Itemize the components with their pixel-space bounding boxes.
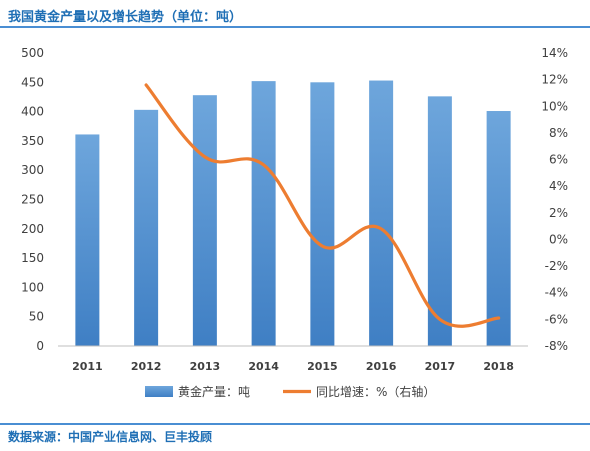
legend: 黄金产量：吨 同比增速：%（右轴） [145, 384, 435, 399]
right-tick-label: -6% [545, 312, 568, 326]
right-axis-ticks: -8% -6% -4% -2% 0% 2% 4% 6% 8% 10% 12% 14% [541, 46, 568, 353]
x-tick-label: 2017 [425, 360, 456, 373]
left-tick-label: 100 [21, 280, 44, 294]
bar-2011 [75, 134, 100, 346]
left-tick-label: 50 [29, 310, 44, 324]
x-tick-label: 2018 [483, 360, 514, 373]
title-rule [0, 26, 590, 28]
left-tick-label: 250 [21, 193, 44, 207]
right-tick-label: 4% [549, 179, 568, 193]
bar-2013 [192, 95, 217, 346]
left-tick-label: 150 [21, 251, 44, 265]
left-tick-label: 200 [21, 222, 44, 236]
right-tick-label: 6% [549, 153, 568, 167]
x-tick-label: 2014 [248, 360, 279, 373]
bar-2014 [251, 81, 276, 347]
source-rule [0, 423, 590, 425]
left-tick-label: 500 [21, 46, 44, 60]
left-tick-label: 450 [21, 75, 44, 89]
bar-2017 [427, 96, 452, 346]
left-tick-label: 300 [21, 163, 44, 177]
bar-2018 [486, 111, 511, 346]
right-tick-label: 8% [549, 126, 568, 140]
x-tick-label: 2012 [131, 360, 162, 373]
left-tick-label: 400 [21, 105, 44, 119]
x-tick-label: 2011 [72, 360, 103, 373]
x-tick-label: 2015 [307, 360, 338, 373]
x-axis-ticks: 2011 2012 2013 2014 2015 2016 2017 2018 [72, 360, 514, 373]
left-axis-ticks: 0 50 100 150 200 250 300 350 400 450 500 [21, 46, 44, 353]
legend-bar-label: 黄金产量：吨 [178, 384, 250, 399]
right-tick-label: 10% [541, 99, 568, 113]
bar-series [75, 80, 511, 347]
bar-2015 [310, 82, 335, 347]
right-tick-label: -8% [545, 339, 568, 353]
right-tick-label: -2% [545, 259, 568, 273]
chart-title: 我国黄金产量以及增长趋势（单位：吨） [8, 10, 243, 25]
right-tick-label: 12% [541, 73, 568, 87]
source-note: 数据来源：中国产业信息网、巨丰投顾 [8, 430, 213, 444]
right-tick-label: 0% [549, 232, 568, 246]
bar-2016 [369, 80, 394, 347]
legend-line-label: 同比增速：%（右轴） [316, 384, 435, 399]
left-tick-label: 0 [36, 339, 44, 353]
right-tick-label: 14% [541, 46, 568, 60]
growth-line [144, 83, 501, 328]
left-tick-label: 350 [21, 134, 44, 148]
bar-2012 [134, 109, 159, 346]
x-tick-label: 2016 [366, 360, 397, 373]
legend-bar-swatch [145, 386, 173, 397]
right-tick-label: 2% [549, 206, 568, 220]
right-tick-label: -4% [545, 286, 568, 300]
x-tick-label: 2013 [190, 360, 221, 373]
